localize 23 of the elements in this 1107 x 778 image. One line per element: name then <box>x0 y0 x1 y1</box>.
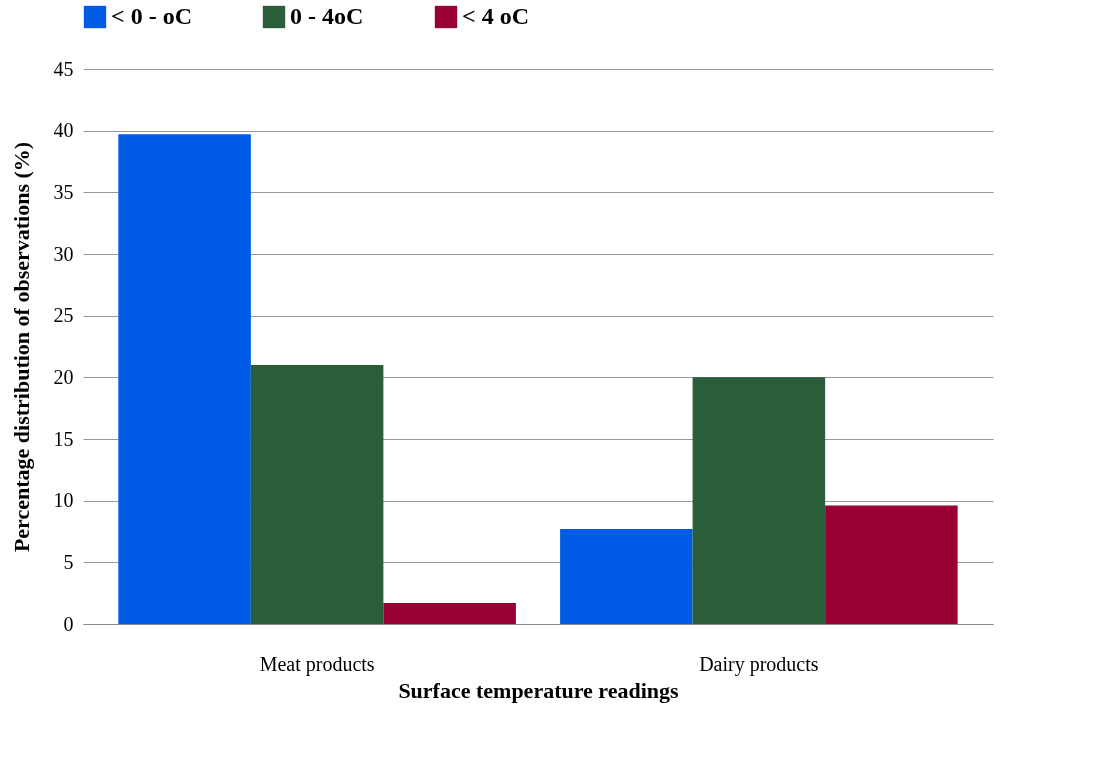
y-tick-label: 35 <box>53 180 74 203</box>
x-tick-label: Dairy products <box>699 652 819 676</box>
bar <box>825 505 958 624</box>
legend-label: < 4 oC <box>462 3 530 29</box>
y-tick-label: 20 <box>53 365 74 388</box>
y-tick-label: 15 <box>53 427 74 450</box>
legend-label: 0 - 4oC <box>290 3 364 29</box>
y-tick-label: 0 <box>63 612 74 635</box>
y-axis-title: Percentage distribution of observations (%) <box>8 141 34 553</box>
bar <box>250 365 384 624</box>
y-tick-label: 45 <box>53 57 74 80</box>
x-tick-label: Meat products <box>259 652 375 676</box>
bar <box>560 529 693 624</box>
bar <box>383 603 516 624</box>
y-tick-label: 25 <box>53 304 74 327</box>
y-tick-label: 30 <box>53 242 74 265</box>
y-tick-label: 40 <box>53 119 74 142</box>
bar <box>118 134 251 624</box>
bar <box>692 377 826 624</box>
y-tick-label: 5 <box>63 550 74 573</box>
legend-label: < 0 - oC <box>111 3 192 29</box>
x-axis-title: Surface temperature readings <box>398 677 680 703</box>
y-tick-label: 10 <box>53 489 74 512</box>
